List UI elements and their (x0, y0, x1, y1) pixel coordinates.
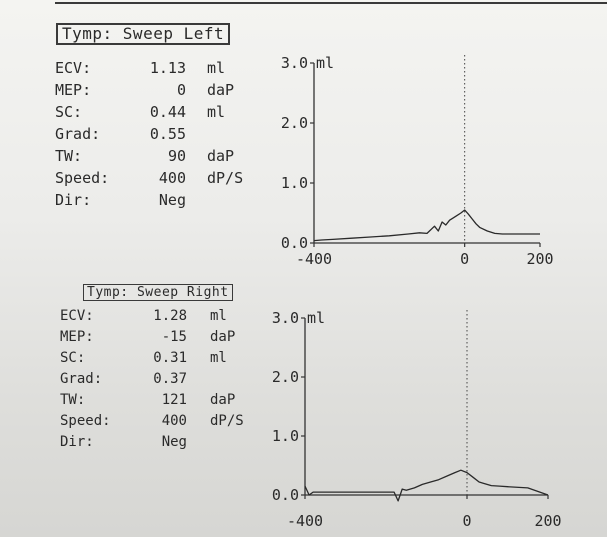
param-label-speed: Speed: (55, 169, 110, 187)
param-value-tw: 90 (167, 147, 186, 165)
param-value-dir: Neg (161, 434, 187, 450)
x-tick-label: 200 (526, 250, 553, 268)
param-label-mep: MEP: (60, 329, 94, 345)
param-label-tw: TW: (55, 147, 83, 165)
param-value-sc: 0.44 (149, 103, 186, 121)
param-value-tw: 121 (161, 392, 187, 408)
param-label-mep: MEP: (55, 81, 92, 99)
tympanogram-series-line (304, 469, 549, 502)
y-unit-label: ml (316, 54, 334, 72)
y-tick-label: 2.0 (272, 368, 299, 386)
param-unit-tw: daP (210, 392, 236, 408)
param-label-sc: SC: (55, 103, 83, 121)
param-value-mep: 0 (176, 81, 186, 99)
y-tick-label: 0.0 (281, 234, 308, 252)
param-value-grad: 0.55 (149, 125, 186, 143)
param-value-speed: 400 (161, 413, 187, 429)
param-unit-sc: ml (210, 350, 227, 366)
y-tick-label: 0.0 (272, 486, 299, 504)
x-tick-label: 0 (462, 512, 471, 530)
param-unit-tw: daP (207, 147, 235, 165)
tympanogram-series-line (313, 209, 540, 242)
y-tick-label: 3.0 (281, 54, 308, 72)
param-unit-speed: dP/S (207, 169, 244, 187)
param-unit-mep: daP (207, 81, 235, 99)
param-label-ecv: ECV: (60, 308, 94, 324)
y-unit-label: ml (307, 309, 325, 327)
y-tick-label: 1.0 (272, 427, 299, 445)
param-label-speed: Speed: (60, 413, 111, 429)
param-unit-mep: daP (210, 329, 236, 345)
param-label-sc: SC: (60, 350, 86, 366)
sweep-left-title: Tymp: Sweep Left (62, 24, 225, 43)
param-label-dir: Dir: (60, 434, 94, 450)
param-label-tw: TW: (60, 392, 86, 408)
param-unit-speed: dP/S (210, 413, 244, 429)
param-unit-sc: ml (207, 103, 226, 121)
param-label-ecv: ECV: (55, 59, 92, 77)
x-tick-label: 200 (534, 512, 561, 530)
paper-top-rule (55, 2, 607, 4)
sweep-right-title: Tymp: Sweep Right (87, 285, 229, 300)
param-value-sc: 0.31 (153, 350, 187, 366)
param-value-dir: Neg (158, 191, 186, 209)
y-tick-label: 3.0 (272, 309, 299, 327)
param-value-ecv: 1.13 (149, 59, 186, 77)
param-label-grad: Grad: (55, 125, 101, 143)
param-value-grad: 0.37 (153, 371, 187, 387)
param-unit-ecv: ml (210, 308, 227, 324)
param-unit-ecv: ml (207, 59, 226, 77)
y-tick-label: 1.0 (281, 174, 308, 192)
sweep-right-title-box: Tymp: Sweep Right (83, 284, 233, 301)
x-tick-label: 0 (460, 250, 469, 268)
sweep-left-title-box: Tymp: Sweep Left (56, 23, 231, 45)
param-label-grad: Grad: (60, 371, 103, 387)
param-value-ecv: 1.28 (153, 308, 187, 324)
x-tick-label: -400 (287, 512, 323, 530)
param-label-dir: Dir: (55, 191, 92, 209)
param-value-speed: 400 (158, 169, 186, 187)
x-tick-label: -400 (296, 250, 332, 268)
y-tick-label: 2.0 (281, 114, 308, 132)
param-value-mep: -15 (161, 329, 187, 345)
